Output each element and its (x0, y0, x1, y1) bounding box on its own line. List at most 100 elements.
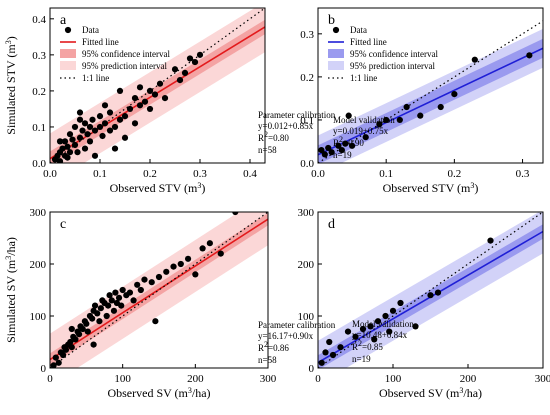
data-point (471, 56, 478, 63)
data-point (329, 351, 337, 359)
data-point (146, 87, 154, 95)
data-point (106, 109, 114, 116)
x-axis-title: Observed STV (m3) (110, 181, 206, 195)
one-to-one-line (318, 212, 543, 368)
regression-equation: y=0.019+0.75x (333, 126, 389, 136)
data-point (89, 315, 96, 322)
data-point (64, 143, 71, 150)
panel-letter: c (60, 217, 66, 232)
plot-frame (49, 7, 266, 164)
y-tick-label: 0.1 (300, 115, 314, 127)
data-point (71, 141, 79, 149)
data-point (76, 134, 84, 141)
data-point (367, 323, 374, 330)
data-point (61, 138, 69, 145)
data-point (322, 349, 329, 356)
legend-data-label: Data (82, 25, 99, 35)
x-axis-title: Observed SV (m3/ha) (379, 386, 482, 400)
data-point (318, 359, 325, 366)
plot-area (318, 212, 543, 368)
data-point (105, 302, 112, 309)
plot-area (50, 212, 268, 368)
data-point (348, 142, 356, 149)
data-point (151, 91, 159, 98)
fitted-line (50, 218, 268, 361)
data-point (62, 346, 70, 353)
x-tick-label: 100 (114, 373, 131, 385)
data-point (417, 112, 424, 119)
y-tick-label: 0.3 (300, 29, 314, 41)
data-point (126, 105, 134, 113)
data-point (232, 212, 239, 216)
data-point (106, 292, 113, 299)
r-squared: R2=0.85 (352, 339, 383, 352)
x-tick-label: 300 (260, 373, 277, 385)
y-tick-label: 0.3 (32, 50, 46, 62)
data-point (79, 127, 86, 134)
data-point (487, 237, 494, 244)
data-point (352, 333, 359, 340)
y-tick-label: 0.2 (32, 86, 46, 98)
data-point (137, 286, 144, 294)
data-point (76, 116, 84, 123)
data-point (79, 325, 86, 333)
data-point (56, 158, 64, 163)
legend-pi-swatch (328, 61, 344, 70)
y-tick-label: 100 (30, 311, 47, 323)
data-point (397, 299, 404, 307)
data-point (371, 336, 378, 343)
data-point (68, 325, 75, 333)
data-point (382, 312, 389, 320)
x-tick-label: 0.0 (311, 168, 325, 180)
data-point (161, 95, 169, 102)
annotation-title: Parameter calibration (258, 320, 336, 330)
y-tick-label: 0 (309, 363, 315, 375)
data-point (119, 286, 126, 294)
data-point (116, 87, 124, 95)
data-point (91, 152, 99, 159)
data-point (328, 149, 335, 156)
plot-frame (317, 211, 544, 369)
data-point (326, 338, 333, 346)
data-point (75, 331, 83, 338)
data-point (335, 142, 342, 149)
y-tick-label: 0.2 (300, 72, 314, 84)
data-point (74, 149, 81, 156)
panel-letter: d (328, 217, 335, 232)
legend-one-to-one-label: 1:1 line (82, 73, 109, 83)
confidence-band (50, 19, 265, 163)
x-tick-label: 0.2 (447, 168, 461, 180)
data-point (217, 250, 224, 257)
data-point (386, 328, 393, 335)
plot-frame (317, 7, 544, 164)
data-point (362, 134, 369, 141)
x-tick-label: 0 (315, 373, 321, 385)
panel-a: 0.0 0.1 0.2 0.3 0.4 0.0 0.1 0.2 0.3 0.4 Observed S… (4, 7, 336, 195)
data-point (383, 116, 390, 124)
data-point (152, 318, 159, 325)
data-point (59, 145, 66, 152)
r-squared: R2=0.90 (333, 135, 364, 148)
data-point (91, 127, 99, 134)
legend-pi-label: 95% prediction interval (82, 61, 167, 71)
plot-area (318, 20, 543, 163)
data-point (136, 84, 144, 91)
data-point (191, 58, 199, 66)
data-point (148, 279, 155, 286)
legend-data-label: Data (350, 25, 367, 35)
y-tick-label: 200 (298, 259, 315, 271)
legend-data-marker (64, 26, 72, 34)
r-squared: R2=0.80 (258, 130, 289, 143)
y-tick-label: 0.4 (32, 14, 46, 26)
plot-frame (49, 211, 269, 369)
data-point (96, 113, 104, 120)
data-point (184, 255, 192, 262)
data-point (108, 297, 115, 304)
data-point (342, 140, 349, 147)
data-point (192, 271, 199, 278)
x-tick-label: 0.2 (143, 168, 157, 180)
data-point (146, 105, 154, 113)
y-tick-label: 0.0 (300, 158, 314, 170)
